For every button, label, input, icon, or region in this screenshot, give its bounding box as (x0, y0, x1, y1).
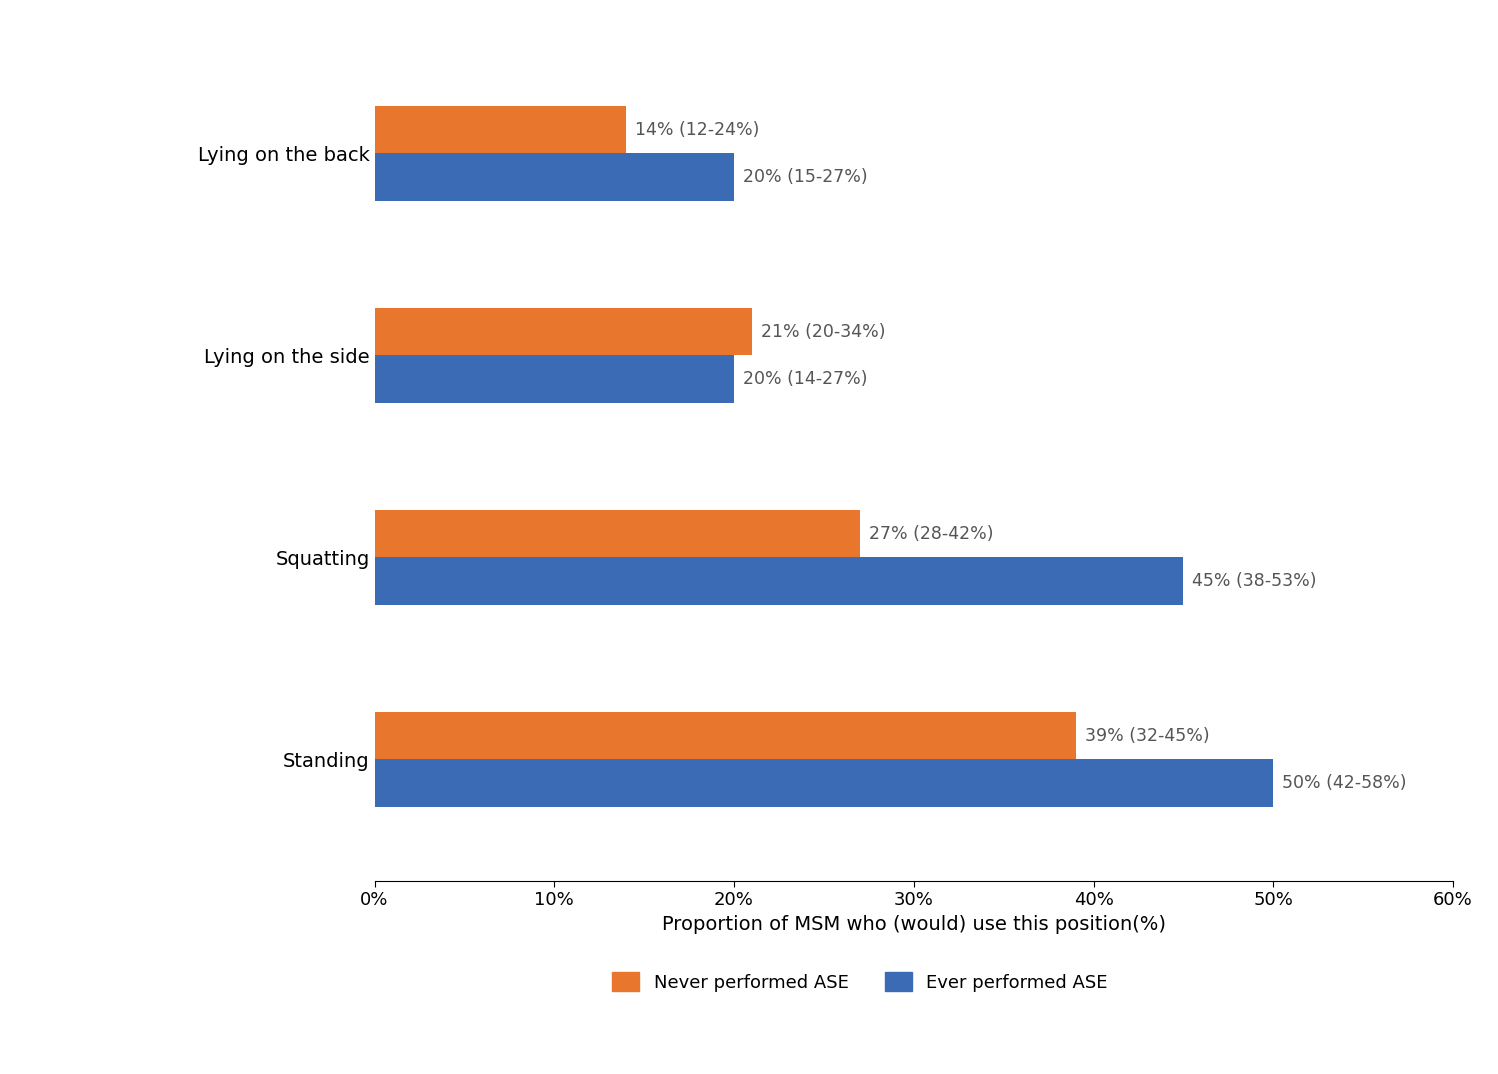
Bar (374, 557, 1183, 605)
Legend: Never performed ASE, Ever performed ASE: Never performed ASE, Ever performed ASE (605, 966, 1115, 999)
Text: 14% (12-24%): 14% (12-24%) (635, 121, 759, 139)
Text: 39% (32-45%): 39% (32-45%) (1085, 727, 1209, 745)
X-axis label: Proportion of MSM who (would) use this position(%): Proportion of MSM who (would) use this p… (662, 915, 1165, 933)
Text: 45% (38-53%): 45% (38-53%) (1192, 572, 1317, 590)
Text: 21% (20-34%): 21% (20-34%) (761, 323, 885, 340)
Text: 27% (28-42%): 27% (28-42%) (869, 525, 993, 542)
Bar (374, 712, 1076, 759)
Text: 50% (42-58%): 50% (42-58%) (1282, 774, 1407, 792)
Bar (374, 308, 752, 355)
Text: 20% (14-27%): 20% (14-27%) (743, 371, 867, 388)
Bar (374, 154, 734, 201)
Bar (374, 510, 860, 557)
Bar (374, 759, 1273, 807)
Text: 20% (15-27%): 20% (15-27%) (743, 168, 867, 186)
Bar (374, 355, 734, 403)
Bar (374, 106, 626, 154)
